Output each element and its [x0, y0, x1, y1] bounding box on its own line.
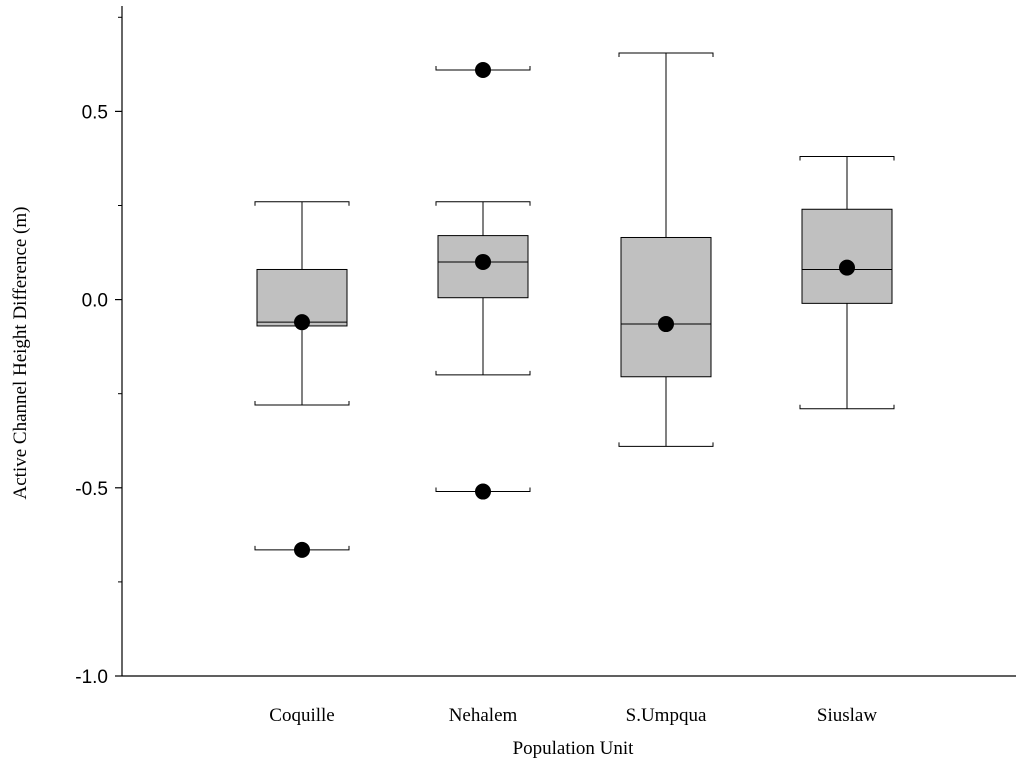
- outlier-marker: [475, 483, 491, 500]
- box-nehalem: [435, 61, 531, 500]
- y-tick-label: 0.5: [82, 102, 108, 123]
- box-siuslaw: [799, 156, 895, 410]
- upper-whisker-cap: [435, 201, 531, 206]
- mean-marker: [294, 314, 310, 331]
- y-tick-label: -0.5: [75, 479, 108, 500]
- box-coquille: [254, 201, 350, 558]
- boxes-group: [254, 52, 895, 558]
- outlier-marker: [475, 61, 491, 78]
- x-category-label: Siuslaw: [817, 705, 877, 726]
- box-iqr: [801, 208, 893, 304]
- y-axis-title: Active Channel Height Difference (m): [10, 207, 31, 500]
- lower-whisker-cap: [435, 370, 531, 376]
- box-iqr: [620, 236, 712, 378]
- mean-marker: [475, 253, 491, 270]
- lower-whisker-cap: [799, 404, 895, 410]
- x-category-label: Nehalem: [449, 705, 518, 726]
- upper-whisker-cap: [799, 156, 895, 161]
- x-axis-title: Population Unit: [513, 738, 635, 759]
- labels-group: -1.0 -0.5 0.0 0.5 Coquille Nehalem S.Umpqua Siu…: [75, 102, 877, 726]
- axes: [115, 6, 1016, 677]
- x-category-label: S.Umpqua: [626, 705, 707, 726]
- x-category-label: Coquille: [269, 705, 334, 726]
- mean-marker: [658, 316, 674, 333]
- lower-whisker-cap: [618, 442, 714, 447]
- y-tick-label: 0.0: [82, 291, 108, 312]
- mean-marker: [839, 259, 855, 276]
- y-tick-label: -1.0: [75, 667, 108, 688]
- lower-whisker-cap: [254, 400, 350, 406]
- upper-whisker-cap: [618, 52, 714, 58]
- upper-whisker-cap: [254, 201, 350, 206]
- box-sumpqua: [618, 52, 714, 447]
- outlier-marker: [294, 541, 310, 558]
